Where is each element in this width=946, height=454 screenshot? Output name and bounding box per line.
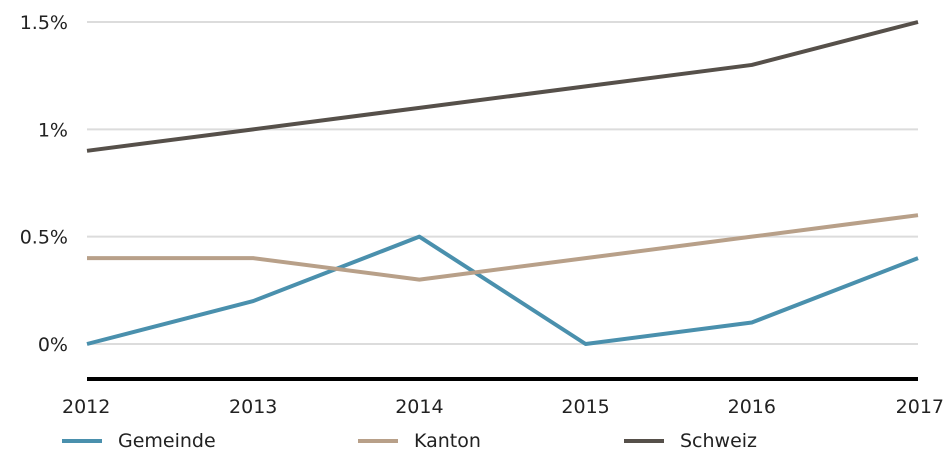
legend-swatch: [358, 439, 398, 443]
x-tick-label: 2016: [728, 396, 776, 418]
y-tick-label: 1%: [38, 119, 68, 141]
series-line-gemeinde: [86, 234, 919, 346]
x-tick-label: 2013: [229, 396, 277, 418]
legend-item-kanton: Kanton: [358, 428, 481, 454]
x-tick-label: 2015: [561, 396, 609, 418]
gridlines: [87, 21, 918, 345]
x-tick-label: 2014: [395, 396, 443, 418]
legend-item-gemeinde: Gemeinde: [62, 428, 216, 454]
legend-label: Kanton: [414, 430, 481, 452]
legend-swatch: [62, 439, 102, 443]
y-axis-ticks: 0% 0.5% 1% 1.5%: [20, 12, 68, 356]
legend-label: Schweiz: [680, 430, 758, 452]
line-chart: 0% 0.5% 1% 1.5% 2012 2013 2014 2015 2016 2017: [20, 12, 944, 418]
y-tick-label: 0.5%: [20, 227, 68, 249]
series-lines: [86, 20, 919, 346]
x-tick-label: 2017: [896, 396, 944, 418]
series-line-schweiz: [86, 20, 919, 153]
y-tick-label: 1.5%: [20, 12, 68, 34]
legend-label: Gemeinde: [118, 430, 216, 452]
x-tick-label: 2012: [62, 396, 110, 418]
legend-swatch: [624, 439, 664, 443]
series-line-kanton: [87, 213, 919, 282]
x-axis-ticks: 2012 2013 2014 2015 2016 2017: [62, 396, 944, 418]
y-tick-label: 0%: [38, 334, 68, 356]
legend-item-schweiz: Schweiz: [624, 428, 757, 454]
legend: Gemeinde Kanton Schweiz: [0, 428, 946, 454]
